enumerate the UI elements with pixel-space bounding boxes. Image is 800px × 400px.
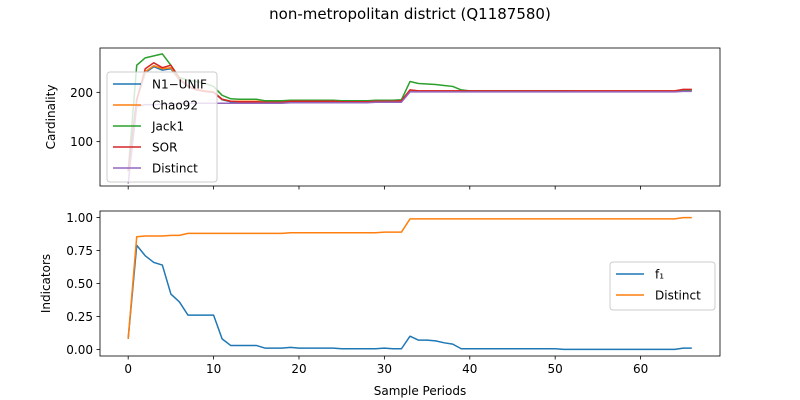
y-tick-label: 0.00 [66, 343, 93, 357]
y-tick-label: 100 [70, 135, 93, 149]
legend-label: Distinct [655, 289, 701, 303]
cardinality-panel: 100 200 Cardinality N1−UNIF Chao92 Jack1 SOR Di… [44, 47, 721, 190]
legend-label: N1−UNIF [152, 78, 207, 92]
y-tick-label: 0.25 [66, 310, 93, 324]
y-axis-label: Cardinality [44, 85, 58, 150]
y-tick-label: 200 [70, 86, 93, 100]
x-tick-label: 0 [124, 362, 132, 376]
x-tick-label: 10 [206, 362, 221, 376]
legend-label: Chao92 [152, 99, 198, 113]
figure-title: non-metropolitan district (Q1187580) [269, 5, 551, 23]
axes-frame [99, 47, 721, 187]
series-line-1-0 [127, 244, 692, 351]
legend-label: Jack1 [151, 120, 184, 134]
x-tick-label: 20 [291, 362, 306, 376]
y-tick-label: 0.50 [66, 277, 93, 291]
indicators-panel: 0 10 20 30 40 50 60 0.00 0.25 0.50 0.75 1.00 Indicat… [39, 210, 721, 398]
legend-label: f₁ [655, 268, 664, 282]
legend-label: Distinct [152, 162, 198, 176]
x-tick-label: 30 [377, 362, 392, 376]
x-tick-label: 60 [633, 362, 648, 376]
series-line-1-1 [127, 216, 692, 339]
legend-label: SOR [152, 141, 177, 155]
x-tick-label: 40 [462, 362, 477, 376]
legend-box [106, 71, 218, 183]
x-axis-label: Sample Periods [374, 384, 466, 398]
y-tick-label: 0.75 [66, 244, 93, 258]
x-tick-label: 50 [548, 362, 563, 376]
y-tick-label: 1.00 [66, 211, 93, 225]
y-axis-label: Indicators [39, 254, 53, 313]
